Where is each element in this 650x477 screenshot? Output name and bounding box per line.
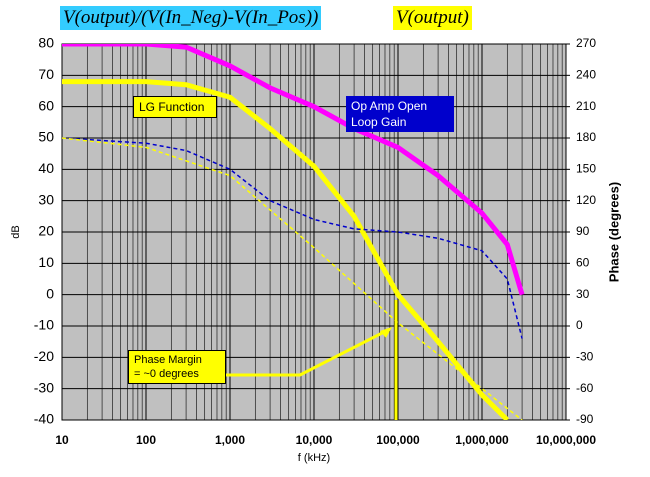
y2-tick-label: -60 xyxy=(576,381,594,395)
gain-line xyxy=(62,44,525,296)
y2-tick-label: 60 xyxy=(576,256,590,270)
y-tick-label: -20 xyxy=(34,348,54,364)
y-tick-label: 40 xyxy=(38,160,54,176)
pointer xyxy=(215,328,389,377)
y-tick-label: 50 xyxy=(38,129,54,145)
annotation-line: = ~0 degrees xyxy=(134,368,199,380)
y-tick-label: 20 xyxy=(38,223,54,239)
x-axis-label: f (kHz) xyxy=(298,452,330,464)
y2-tick-label: 90 xyxy=(576,224,590,238)
x-tick-label: 100,000 xyxy=(376,433,420,447)
y2-tick-label: 240 xyxy=(576,68,596,82)
y-axis-label: dB xyxy=(10,225,22,238)
legend-entry: LG Function xyxy=(133,96,217,118)
y2-tick-label: 150 xyxy=(576,162,596,176)
y2-tick-label: 0 xyxy=(576,318,583,332)
phase-line xyxy=(62,137,523,420)
header-label: V(output) xyxy=(393,6,472,30)
x-tick-label: 10,000 xyxy=(296,433,333,447)
annotation: Phase Margin = ~0 degrees xyxy=(128,350,226,384)
y-tick-label: -40 xyxy=(34,411,54,427)
y2-tick-label: 30 xyxy=(576,287,590,301)
y-tick-label: 10 xyxy=(38,254,54,270)
annotation-line: Phase Margin xyxy=(134,354,202,366)
x-tick-label: 10 xyxy=(55,433,69,447)
y-tick-label: -10 xyxy=(34,317,54,333)
y-tick-label: -30 xyxy=(34,379,54,395)
legend-entry: Op Amp Open Loop Gain xyxy=(346,96,454,132)
y-tick-label: 30 xyxy=(38,191,54,207)
y-tick-label: 70 xyxy=(38,66,54,82)
y2-tick-label: 120 xyxy=(576,193,596,207)
y2-tick-label: 270 xyxy=(576,36,596,50)
y2-axis-label: Phase (degrees) xyxy=(606,182,621,282)
y-tick-label: 60 xyxy=(38,97,54,113)
x-tick-label: 100 xyxy=(136,433,156,447)
x-tick-label: 1,000,000 xyxy=(455,433,509,447)
header-label: V(output)/(V(In_Neg)-V(In_Pos)) xyxy=(60,6,322,30)
x-tick-label: 1,000 xyxy=(215,433,245,447)
phase-line xyxy=(62,137,523,339)
y2-tick-label: -30 xyxy=(576,350,594,364)
y2-tick-label: 210 xyxy=(576,99,596,113)
y2-tick-label: 180 xyxy=(576,130,596,144)
y-tick-label: 0 xyxy=(46,285,54,301)
y-tick-label: 80 xyxy=(38,35,54,51)
x-tick-label: 10,000,000 xyxy=(536,433,596,447)
arrow-head xyxy=(380,327,392,338)
gain-line xyxy=(62,79,510,420)
y2-tick-label: -90 xyxy=(576,412,594,426)
